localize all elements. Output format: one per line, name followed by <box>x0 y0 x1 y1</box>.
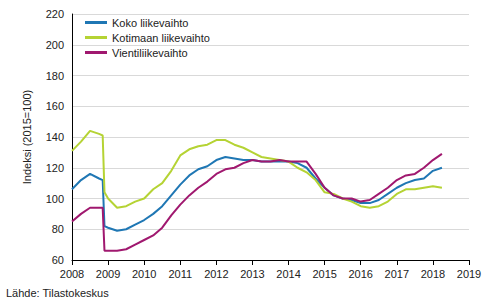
svg-text:2019: 2019 <box>457 268 481 280</box>
svg-text:Koko liikevaihto: Koko liikevaihto <box>112 17 188 29</box>
svg-text:2012: 2012 <box>204 268 228 280</box>
svg-text:60: 60 <box>52 254 64 266</box>
svg-text:2016: 2016 <box>348 268 372 280</box>
svg-text:Kotimaan liikevaihto: Kotimaan liikevaihto <box>112 32 210 44</box>
svg-text:120: 120 <box>46 162 64 174</box>
svg-text:Indeksi (2015=100): Indeksi (2015=100) <box>21 90 33 184</box>
svg-text:160: 160 <box>46 100 64 112</box>
svg-text:2014: 2014 <box>276 268 300 280</box>
svg-text:2008: 2008 <box>60 268 84 280</box>
svg-text:2011: 2011 <box>168 268 192 280</box>
svg-text:Vientiliikevaihto: Vientiliikevaihto <box>112 47 188 59</box>
svg-text:2013: 2013 <box>240 268 264 280</box>
svg-text:180: 180 <box>46 70 64 82</box>
svg-text:Lähde: Tilastokeskus: Lähde: Tilastokeskus <box>6 287 109 299</box>
svg-text:200: 200 <box>46 39 64 51</box>
svg-text:80: 80 <box>52 223 64 235</box>
svg-text:2010: 2010 <box>132 268 156 280</box>
svg-text:2015: 2015 <box>312 268 336 280</box>
svg-text:2009: 2009 <box>96 268 120 280</box>
svg-text:220: 220 <box>46 8 64 20</box>
svg-text:100: 100 <box>46 193 64 205</box>
svg-text:2018: 2018 <box>421 268 445 280</box>
svg-text:2017: 2017 <box>385 268 409 280</box>
svg-text:140: 140 <box>46 131 64 143</box>
